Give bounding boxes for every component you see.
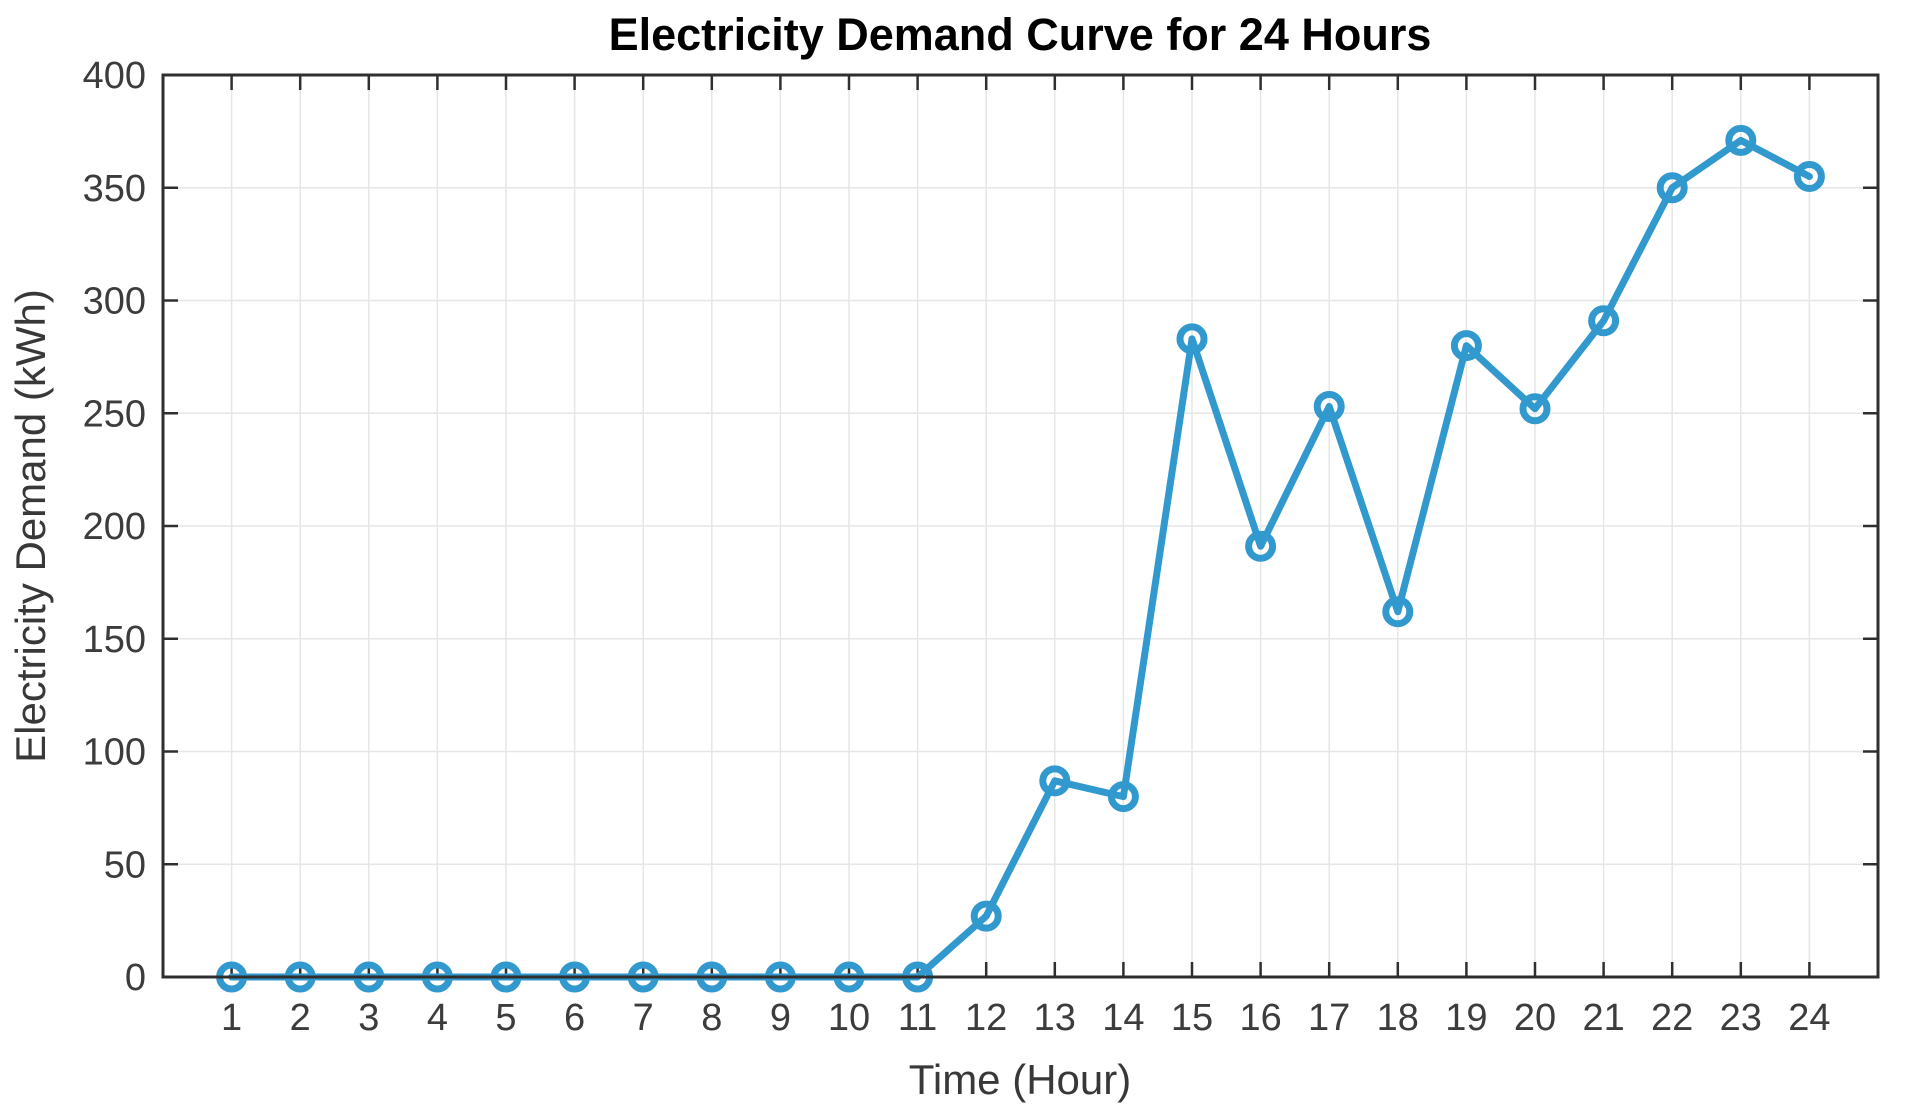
demand-series [216, 124, 1825, 993]
data-point-marker [1039, 765, 1071, 797]
x-tick-label: 21 [1582, 997, 1624, 1039]
x-tick-label: 8 [701, 997, 722, 1039]
x-tick-label: 18 [1377, 997, 1419, 1039]
data-point-marker [1245, 530, 1277, 562]
y-tick-label: 400 [83, 55, 146, 97]
x-tick-label: 5 [495, 997, 516, 1039]
x-tick-label: 24 [1788, 997, 1830, 1039]
x-tick-label: 11 [898, 997, 937, 1039]
x-tick-label: 12 [965, 997, 1007, 1039]
chart-title: Electricity Demand Curve for 24 Hours [609, 9, 1432, 60]
x-tick-label: 17 [1308, 997, 1350, 1039]
data-point-marker [1793, 160, 1825, 192]
data-point-marker [1450, 330, 1482, 362]
x-axis-label: Time (Hour) [909, 1056, 1131, 1103]
data-point-marker [1313, 390, 1345, 422]
y-axis-label: Electricity Demand (kWh) [7, 289, 54, 763]
x-tick-label: 22 [1651, 997, 1693, 1039]
y-tick-label: 0 [125, 957, 146, 999]
x-tick-label: 13 [1034, 997, 1076, 1039]
data-point-marker [1725, 124, 1757, 156]
tick-labels: 1 2 3 4 5 6 7 8 9 10 11 12 13 14 15 16 17 18 19 20 21 22 23 240… [83, 55, 1831, 1039]
x-tick-label: 14 [1102, 997, 1144, 1039]
y-tick-label: 150 [83, 619, 146, 661]
x-tick-label: 6 [564, 997, 585, 1039]
demand-line [228, 136, 1813, 981]
x-tick-label: 9 [770, 997, 791, 1039]
data-point-marker [1588, 305, 1620, 337]
y-tick-label: 50 [104, 844, 146, 886]
x-tick-label: 3 [358, 997, 379, 1039]
x-tick-label: 23 [1720, 997, 1762, 1039]
plot-border-box [161, 73, 1880, 979]
x-tick-label: 19 [1445, 997, 1487, 1039]
y-tick-label: 300 [83, 281, 146, 323]
y-tick-label: 250 [83, 393, 146, 435]
y-tick-label: 200 [83, 506, 146, 548]
x-tick-label: 10 [828, 997, 870, 1039]
x-tick-label: 4 [427, 997, 448, 1039]
data-point-marker [1107, 781, 1139, 813]
x-tick-label: 1 [221, 997, 242, 1039]
data-point-marker [1656, 172, 1688, 204]
x-tick-label: 2 [290, 997, 311, 1039]
grid-lines [163, 75, 1878, 977]
data-point-marker [1382, 596, 1414, 628]
data-point-marker [1176, 323, 1208, 355]
data-point-marker [970, 900, 1002, 932]
x-tick-label: 20 [1514, 997, 1556, 1039]
y-tick-label: 100 [83, 732, 146, 774]
x-tick-label: 16 [1239, 997, 1281, 1039]
y-tick-label: 350 [83, 168, 146, 210]
x-tick-label: 15 [1171, 997, 1213, 1039]
x-tick-label: 7 [633, 997, 654, 1039]
data-point-marker [1519, 393, 1551, 425]
